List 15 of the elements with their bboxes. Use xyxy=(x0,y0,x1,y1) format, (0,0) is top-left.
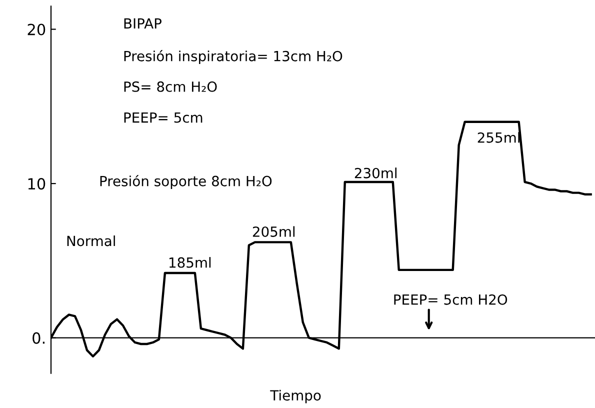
annotation: 205ml xyxy=(252,226,295,237)
annotation: 255ml xyxy=(478,132,520,143)
annotation: Presión inspiratoria= 13cm H₂O xyxy=(124,50,342,64)
y-tick-label: 10 xyxy=(28,178,46,190)
annotation: 185ml xyxy=(169,257,211,268)
annotation: Normal xyxy=(67,235,115,246)
x-axis-title: Tiempo xyxy=(270,390,321,404)
annotation: PS= 8cm H₂O xyxy=(124,81,217,92)
annotation: 230ml xyxy=(354,168,396,178)
y-tick-label: 0. xyxy=(32,332,44,344)
annotation: Presión soporte 8cm H₂O xyxy=(100,175,272,190)
y-tick-label: 20 xyxy=(28,24,46,36)
annotation: BIPAP xyxy=(124,18,162,28)
annotation: PEEP= 5cm xyxy=(124,112,202,123)
annotation: PEEP= 5cm H2O xyxy=(394,294,508,305)
